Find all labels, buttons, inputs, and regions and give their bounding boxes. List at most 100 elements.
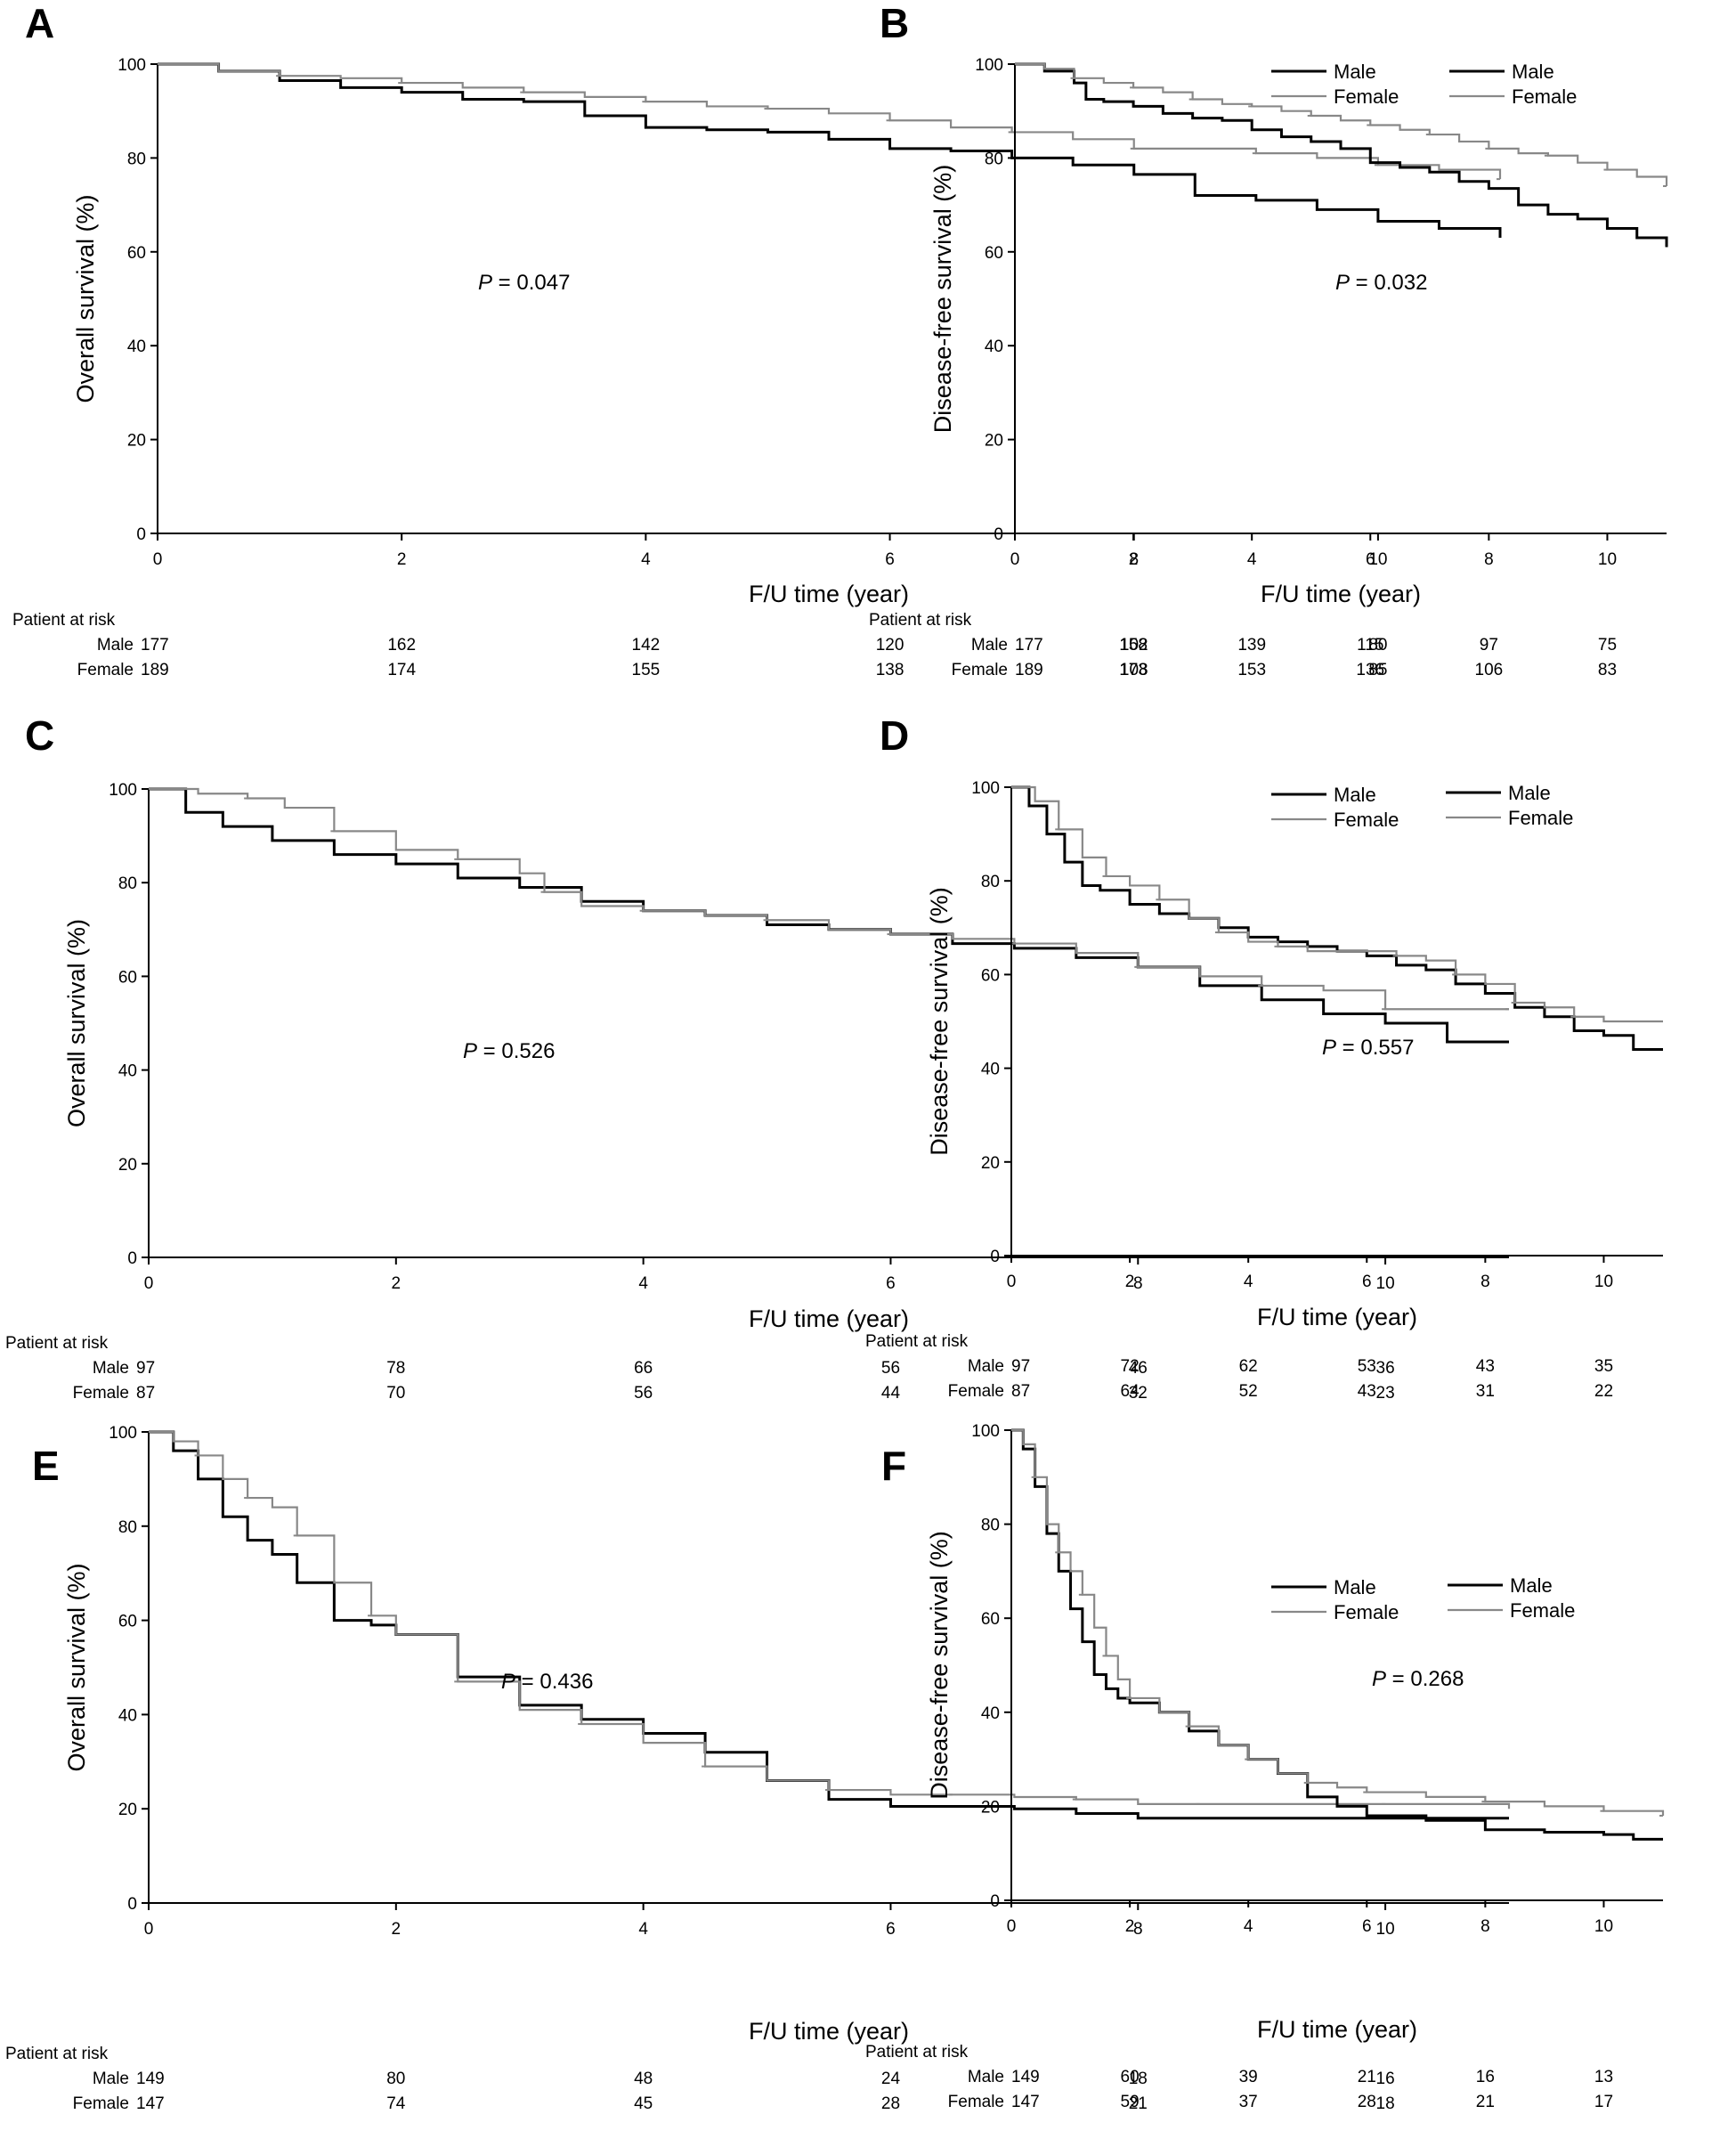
x-axis-label: F/U time (year): [749, 1305, 909, 1332]
legend-label-male: Male: [1510, 1574, 1553, 1597]
y-tick-label: 40: [118, 1706, 137, 1725]
survival-curve-male: [149, 787, 1509, 1044]
risk-count: 102: [1120, 636, 1148, 655]
y-tick-label: 60: [127, 244, 146, 263]
risk-count: 53: [1358, 1357, 1376, 1376]
risk-count: 56: [881, 1359, 900, 1378]
risk-count: 22: [1594, 1382, 1613, 1401]
y-tick-label: 20: [981, 1798, 1000, 1817]
panel-letter: F: [881, 1443, 906, 1489]
risk-table-title: Patient at risk: [5, 2045, 109, 2063]
survival-curve-female: [1011, 785, 1663, 1023]
x-tick-label: 0: [153, 550, 163, 569]
legend-label-female: Female: [1334, 809, 1399, 831]
y-tick-label: 100: [975, 56, 1003, 75]
panel-letter: C: [25, 712, 54, 759]
risk-count: 17: [1594, 2093, 1613, 2111]
risk-count: 74: [386, 2094, 406, 2113]
risk-count: 173: [1119, 661, 1148, 679]
risk-count: 35: [1594, 1357, 1613, 1376]
survival-curve-male: [1011, 1428, 1663, 1841]
risk-count: 66: [634, 1359, 653, 1378]
risk-count: 28: [1358, 2093, 1376, 2111]
x-tick-label: 0: [1010, 550, 1020, 569]
y-tick-label: 0: [136, 525, 146, 544]
y-tick-label: 40: [981, 1061, 1000, 1079]
risk-row-label-female: Female: [952, 661, 1008, 679]
y-tick-label: 100: [109, 1424, 137, 1443]
y-axis-label: Overall survival (%): [72, 194, 99, 403]
legend-label-male: Male: [1334, 784, 1376, 806]
risk-row-label-male: Male: [93, 1359, 129, 1378]
survival-curve-female: [149, 1430, 1511, 1809]
legend-label-male: Male: [1334, 61, 1376, 83]
risk-count: 18: [1129, 2070, 1148, 2088]
y-axis-label: Overall survival (%): [63, 919, 90, 1127]
panel-b: B 0 20 40 60 80 100 0 2 4 6 8 10 Disease-free surviva…: [869, 0, 1668, 679]
risk-row-label-female: Female: [73, 2094, 129, 2113]
risk-count: 70: [386, 1384, 405, 1403]
x-tick-label: 4: [1244, 1273, 1253, 1291]
y-tick-label: 60: [981, 966, 1000, 985]
risk-count: 16: [1376, 2070, 1395, 2088]
risk-count: 16: [1476, 2068, 1495, 2086]
legend-label-female: Female: [1510, 1599, 1575, 1622]
survival-curve-male: [1011, 785, 1663, 1052]
y-tick-label: 80: [118, 1518, 137, 1537]
risk-count: 21: [1358, 2068, 1376, 2086]
x-tick-label: 4: [1247, 550, 1257, 569]
x-axis-label: F/U time (year): [749, 581, 909, 607]
x-axis-label: F/U time (year): [1257, 1304, 1417, 1330]
y-tick-label: 80: [127, 150, 146, 168]
y-tick-label: 0: [990, 1892, 1000, 1911]
risk-count: 108: [1120, 661, 1148, 679]
risk-count: 43: [1476, 1357, 1495, 1376]
y-tick-label: 20: [118, 1156, 137, 1175]
y-tick-label: 100: [971, 1422, 1000, 1441]
y-tick-label: 20: [127, 432, 146, 451]
risk-row-label-male: Male: [93, 2070, 129, 2088]
p-value: P = 0.557: [1322, 1036, 1414, 1060]
x-tick-label: 8: [1484, 550, 1494, 569]
x-tick-label: 8: [1129, 550, 1139, 569]
y-tick-label: 0: [994, 525, 1003, 544]
y-tick-label: 60: [118, 1613, 137, 1631]
panel-letter: B: [880, 0, 909, 46]
y-tick-label: 40: [118, 1062, 137, 1081]
risk-count: 149: [136, 2070, 165, 2088]
risk-count: 106: [1475, 661, 1504, 679]
risk-count: 138: [876, 661, 905, 679]
risk-count: 149: [1011, 2068, 1040, 2086]
risk-count: 80: [386, 2070, 405, 2088]
risk-count: 46: [1129, 1359, 1148, 1378]
legend-label-female: Female: [1334, 85, 1399, 108]
y-tick-label: 80: [981, 873, 1000, 891]
risk-count: 62: [1239, 1357, 1258, 1376]
x-tick-label: 2: [1125, 1273, 1135, 1291]
risk-count: 72: [1121, 1357, 1140, 1376]
y-axis-label: Overall survival (%): [63, 1563, 90, 1771]
risk-count: 37: [1239, 2093, 1258, 2111]
risk-row-label-female: Female: [73, 1384, 129, 1403]
x-axis-label: F/U time (year): [749, 2018, 909, 2045]
risk-count: 60: [1121, 2068, 1140, 2086]
x-tick-label: 8: [1133, 1920, 1143, 1939]
x-tick-label: 10: [1368, 550, 1387, 569]
y-tick-label: 20: [985, 432, 1003, 451]
x-tick-label: 10: [1376, 1274, 1395, 1293]
y-tick-label: 60: [985, 244, 1003, 263]
y-tick-label: 20: [118, 1801, 137, 1819]
legend-label-female: Female: [1334, 1601, 1399, 1623]
risk-count: 153: [1237, 661, 1266, 679]
risk-count: 80: [1368, 636, 1387, 655]
survival-curve-female: [1015, 62, 1668, 187]
y-tick-label: 60: [981, 1610, 1000, 1629]
y-tick-label: 100: [971, 779, 1000, 798]
x-tick-label: 2: [1125, 1917, 1135, 1936]
risk-count: 158: [1119, 636, 1148, 655]
x-tick-label: 6: [886, 1274, 896, 1293]
risk-count: 87: [136, 1384, 155, 1403]
panel-letter: D: [880, 712, 909, 759]
